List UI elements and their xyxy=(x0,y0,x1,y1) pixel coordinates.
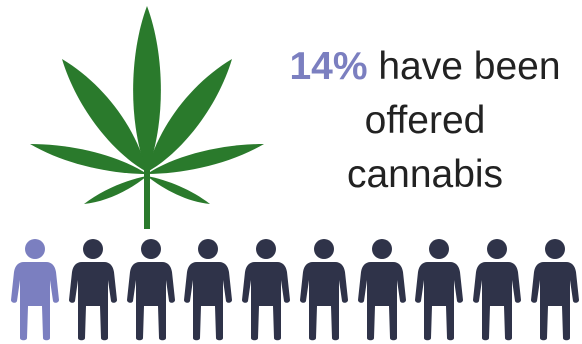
person-icon xyxy=(184,239,233,341)
person-icon xyxy=(126,239,175,341)
person-icon xyxy=(415,239,464,341)
headline-line-3: cannabis xyxy=(346,153,504,196)
people-row xyxy=(10,238,580,342)
cannabis-leaf-icon xyxy=(30,6,264,229)
person-icon xyxy=(299,239,348,341)
person-icon xyxy=(242,239,291,341)
person-icon xyxy=(530,239,579,341)
person-icon xyxy=(473,239,522,341)
percent-value: 14% xyxy=(289,45,368,88)
headline-line-1: 14% have been xyxy=(280,40,570,94)
person-icon-highlighted xyxy=(11,239,59,341)
headline-line-2: offered xyxy=(364,99,486,142)
person-icon xyxy=(357,239,406,341)
person-icon xyxy=(68,239,117,341)
headline-line-1-text: have been xyxy=(367,45,561,88)
headline: 14% have been offered cannabis xyxy=(280,40,570,202)
